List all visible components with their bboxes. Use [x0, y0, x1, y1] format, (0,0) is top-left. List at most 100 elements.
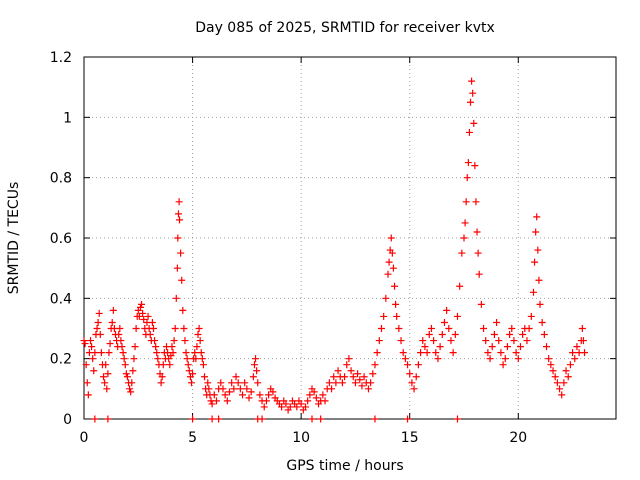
data-point	[461, 219, 469, 227]
x-tick-label: 20	[509, 430, 527, 446]
data-point	[140, 315, 148, 323]
y-tick-label: 0	[63, 412, 72, 428]
y-tick-label: 0.4	[50, 291, 72, 307]
data-point	[215, 415, 223, 423]
data-point	[221, 391, 229, 399]
data-point	[286, 403, 294, 411]
y-tick-label: 0.2	[50, 352, 72, 368]
data-point	[183, 355, 191, 363]
data-point	[282, 400, 290, 408]
data-point	[174, 210, 182, 218]
data-point	[132, 325, 140, 332]
data-point	[519, 331, 527, 339]
data-point	[208, 415, 216, 423]
data-point	[556, 385, 564, 393]
data-point	[177, 249, 185, 257]
data-point	[312, 394, 320, 402]
data-point	[395, 325, 403, 332]
data-point	[83, 379, 91, 387]
data-point	[260, 403, 268, 411]
data-point	[122, 370, 130, 378]
data-point	[179, 306, 187, 314]
data-point	[525, 325, 533, 332]
data-point	[425, 331, 433, 339]
data-point	[217, 379, 225, 387]
data-point	[321, 397, 329, 405]
data-point	[265, 391, 273, 399]
data-point	[149, 325, 157, 332]
data-point	[347, 367, 355, 375]
data-point	[84, 391, 92, 399]
data-point	[506, 331, 514, 339]
data-point	[569, 349, 577, 357]
data-point	[462, 198, 470, 206]
data-point	[201, 373, 209, 381]
data-point	[88, 343, 96, 351]
data-point	[371, 361, 379, 369]
data-point	[499, 361, 507, 369]
data-point	[301, 403, 309, 411]
data-point	[392, 300, 400, 308]
data-point	[91, 415, 99, 423]
data-point	[573, 343, 581, 351]
data-point	[195, 325, 203, 332]
data-point	[490, 331, 498, 339]
data-point	[189, 415, 197, 423]
data-point	[310, 388, 318, 396]
data-point	[385, 258, 393, 266]
data-point	[293, 403, 301, 411]
data-point	[516, 343, 524, 351]
data-point	[91, 349, 99, 357]
data-point	[553, 379, 561, 387]
y-tick-label: 0.6	[50, 231, 72, 247]
data-point	[377, 325, 385, 332]
data-point	[106, 340, 114, 348]
data-point	[328, 385, 336, 393]
data-point	[199, 361, 207, 369]
data-point	[191, 349, 199, 357]
data-point	[306, 391, 314, 399]
data-point	[421, 343, 429, 351]
data-point	[523, 337, 531, 345]
data-point	[243, 385, 251, 393]
x-tick-label: 10	[292, 430, 310, 446]
data-point	[367, 379, 375, 387]
data-point	[397, 337, 405, 345]
data-point	[173, 264, 181, 272]
data-point	[253, 367, 261, 375]
data-point	[547, 361, 555, 369]
data-point	[146, 331, 154, 339]
data-point	[236, 385, 244, 393]
data-point	[104, 370, 112, 378]
data-point	[181, 337, 189, 345]
data-point	[408, 379, 416, 387]
data-point	[171, 325, 179, 332]
data-point	[467, 98, 475, 106]
data-point	[578, 325, 586, 332]
data-point	[89, 355, 97, 363]
data-point	[219, 385, 227, 393]
data-point	[477, 300, 485, 308]
data-point	[234, 379, 242, 387]
data-point	[136, 303, 144, 311]
data-point	[297, 400, 305, 408]
data-point	[182, 349, 190, 357]
chart-title: Day 085 of 2025, SRMTID for receiver kvt…	[195, 20, 495, 36]
data-point	[473, 228, 481, 236]
data-point	[458, 249, 466, 257]
data-point	[87, 337, 95, 345]
data-point	[135, 312, 143, 320]
data-point	[232, 373, 240, 381]
data-point	[451, 331, 459, 339]
data-point	[176, 216, 184, 224]
x-tick-label: 15	[401, 430, 419, 446]
data-point	[393, 312, 401, 320]
x-tick-label: 0	[80, 430, 89, 446]
data-point	[566, 361, 574, 369]
data-point	[174, 234, 182, 242]
data-point	[118, 343, 126, 351]
data-point	[358, 382, 366, 390]
data-point	[205, 385, 213, 393]
grid	[84, 57, 616, 419]
